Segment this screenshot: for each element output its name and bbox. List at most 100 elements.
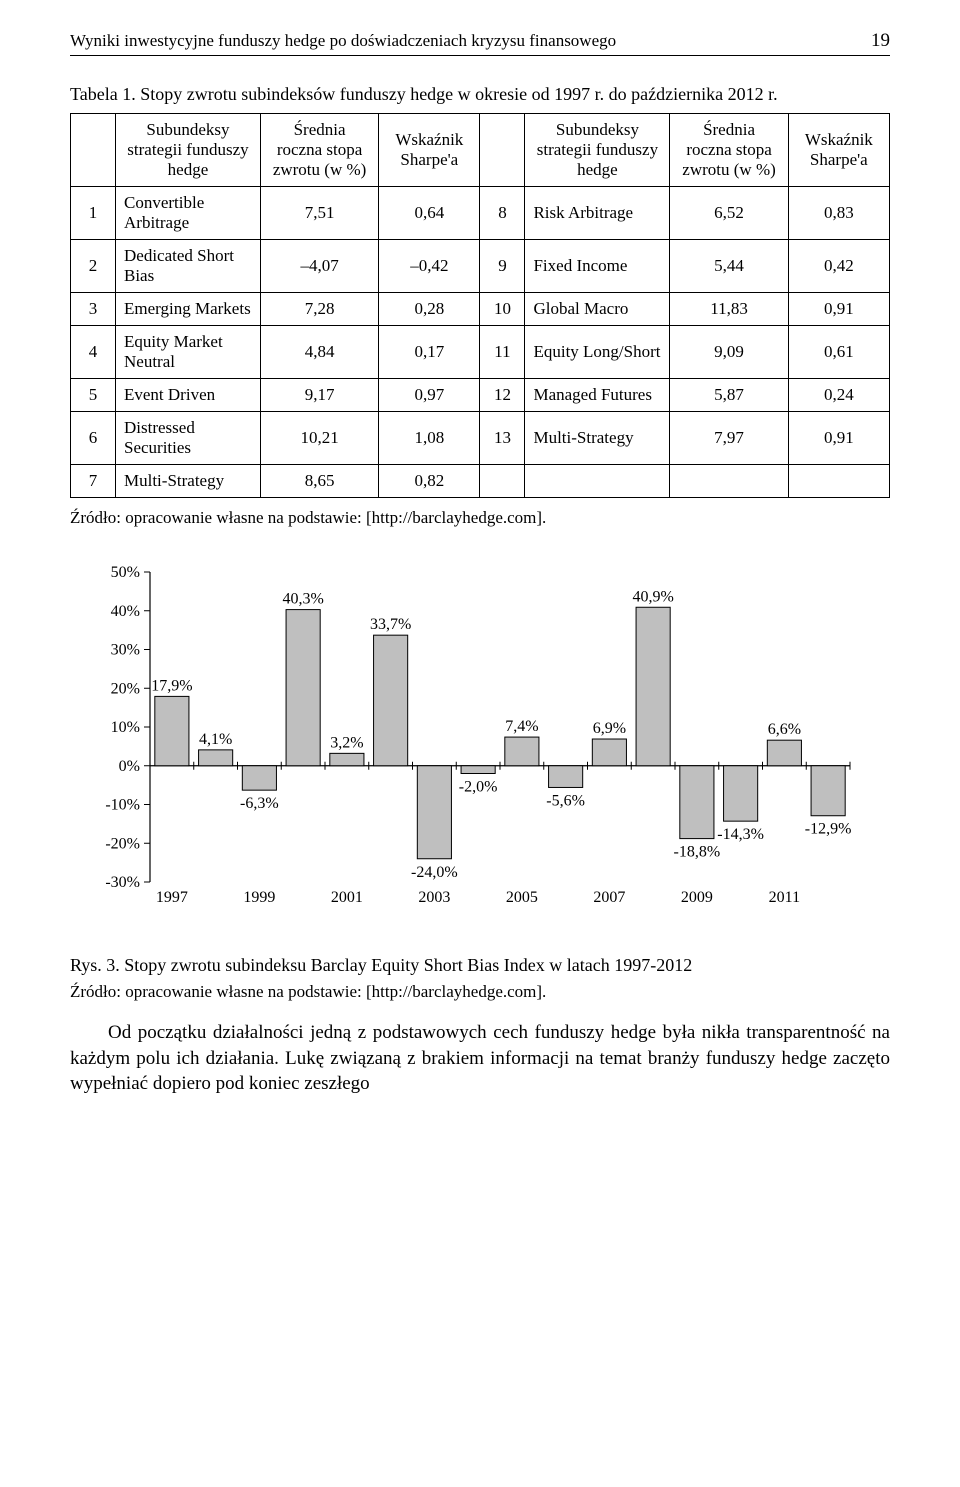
bar — [724, 766, 758, 821]
returns-chart: -30%-20%-10%0%10%20%30%40%50%17,9%4,1%-6… — [70, 552, 870, 937]
return-right: 5,44 — [670, 240, 788, 293]
bar-value-label: -6,3% — [240, 795, 279, 812]
bar — [767, 740, 801, 766]
return-left: 4,84 — [260, 326, 378, 379]
bar-value-label: 6,6% — [768, 721, 801, 738]
bar-value-label: 33,7% — [370, 616, 411, 633]
strategy-left: Distressed Securities — [116, 412, 261, 465]
strategy-right: Fixed Income — [525, 240, 670, 293]
bar — [505, 737, 539, 766]
strategy-right: Multi-Strategy — [525, 412, 670, 465]
strategy-right — [525, 465, 670, 498]
bar-value-label: -2,0% — [459, 779, 498, 796]
x-tick-label: 1997 — [156, 889, 188, 906]
row-index-right: 9 — [480, 240, 525, 293]
page-number: 19 — [871, 30, 890, 52]
strategy-right: Equity Long/Short — [525, 326, 670, 379]
row-index-right: 13 — [480, 412, 525, 465]
sharpe-right: 0,91 — [788, 412, 889, 465]
col-strategy-right: Subundeksy strategii funduszy hedge — [525, 114, 670, 187]
x-tick-label: 2001 — [331, 889, 363, 906]
strategy-left: Event Driven — [116, 379, 261, 412]
row-index: 2 — [71, 240, 116, 293]
table-row: 3Emerging Markets7,280,2810Global Macro1… — [71, 293, 890, 326]
row-index: 3 — [71, 293, 116, 326]
sharpe-left: 1,08 — [379, 412, 480, 465]
return-left: –4,07 — [260, 240, 378, 293]
strategy-left: Equity Market Neutral — [116, 326, 261, 379]
col-sharpe-left: Wskaźnik Sharpe'a — [379, 114, 480, 187]
x-tick-label: 1999 — [243, 889, 275, 906]
sharpe-left: 0,64 — [379, 187, 480, 240]
bar — [374, 635, 408, 766]
x-tick-label: 2007 — [593, 889, 625, 906]
return-right — [670, 465, 788, 498]
strategy-right: Managed Futures — [525, 379, 670, 412]
y-tick-label: -30% — [105, 874, 140, 891]
bar-value-label: -14,3% — [717, 826, 764, 843]
bar — [549, 766, 583, 788]
figure-caption: Rys. 3. Stopy zwrotu subindeksu Barclay … — [70, 955, 890, 976]
strategy-right: Risk Arbitrage — [525, 187, 670, 240]
return-right: 7,97 — [670, 412, 788, 465]
col-blank-right — [480, 114, 525, 187]
row-index: 5 — [71, 379, 116, 412]
table-row: 2Dedicated Short Bias–4,07–0,429Fixed In… — [71, 240, 890, 293]
sharpe-right — [788, 465, 889, 498]
table-header-row: Subundeksy strategii funduszy hedge Śred… — [71, 114, 890, 187]
return-left: 10,21 — [260, 412, 378, 465]
bar-value-label: 3,2% — [330, 734, 363, 751]
return-right: 6,52 — [670, 187, 788, 240]
sharpe-right: 0,42 — [788, 240, 889, 293]
strategy-left: Emerging Markets — [116, 293, 261, 326]
table-source: Źródło: opracowanie własne na podstawie:… — [70, 508, 890, 528]
bar — [242, 766, 276, 790]
table-row: 4Equity Market Neutral4,840,1711Equity L… — [71, 326, 890, 379]
row-index: 6 — [71, 412, 116, 465]
x-tick-label: 2009 — [681, 889, 713, 906]
sharpe-right: 0,91 — [788, 293, 889, 326]
bar-value-label: 40,9% — [632, 588, 673, 605]
bar — [330, 753, 364, 765]
row-index-right: 12 — [480, 379, 525, 412]
bar — [417, 766, 451, 859]
bar-value-label: 7,4% — [505, 718, 538, 735]
bar — [461, 766, 495, 774]
row-index: 7 — [71, 465, 116, 498]
bar-value-label: -18,8% — [674, 844, 721, 861]
row-index-right — [480, 465, 525, 498]
strategy-right: Global Macro — [525, 293, 670, 326]
col-strategy-left: Subundeksy strategii funduszy hedge — [116, 114, 261, 187]
body-paragraph: Od początku działalności jedną z podstaw… — [70, 1020, 890, 1097]
return-right: 5,87 — [670, 379, 788, 412]
table-row: 7Multi-Strategy8,650,82 — [71, 465, 890, 498]
strategy-left: Convertible Arbitrage — [116, 187, 261, 240]
bar — [155, 696, 189, 765]
row-index-right: 10 — [480, 293, 525, 326]
row-index-right: 8 — [480, 187, 525, 240]
strategy-left: Multi-Strategy — [116, 465, 261, 498]
row-index: 4 — [71, 326, 116, 379]
figure-source: Źródło: opracowanie własne na podstawie:… — [70, 982, 890, 1002]
sharpe-left: –0,42 — [379, 240, 480, 293]
sharpe-left: 0,28 — [379, 293, 480, 326]
y-tick-label: 50% — [111, 564, 140, 581]
bar — [286, 610, 320, 766]
y-tick-label: 40% — [111, 603, 140, 620]
sharpe-right: 0,24 — [788, 379, 889, 412]
return-left: 7,51 — [260, 187, 378, 240]
y-tick-label: 10% — [111, 719, 140, 736]
running-header: Wyniki inwestycyjne funduszy hedge po do… — [70, 30, 890, 56]
row-index: 1 — [71, 187, 116, 240]
bar-value-label: -12,9% — [805, 821, 852, 838]
running-header-title: Wyniki inwestycyjne funduszy hedge po do… — [70, 31, 616, 51]
return-right: 9,09 — [670, 326, 788, 379]
x-tick-label: 2011 — [769, 889, 800, 906]
table-row: 5Event Driven9,170,9712Managed Futures5,… — [71, 379, 890, 412]
strategy-left: Dedicated Short Bias — [116, 240, 261, 293]
bar — [199, 750, 233, 766]
returns-table: Subundeksy strategii funduszy hedge Śred… — [70, 113, 890, 498]
sharpe-left: 0,82 — [379, 465, 480, 498]
sharpe-left: 0,17 — [379, 326, 480, 379]
col-return-left: Średnia roczna stopa zwrotu (w %) — [260, 114, 378, 187]
